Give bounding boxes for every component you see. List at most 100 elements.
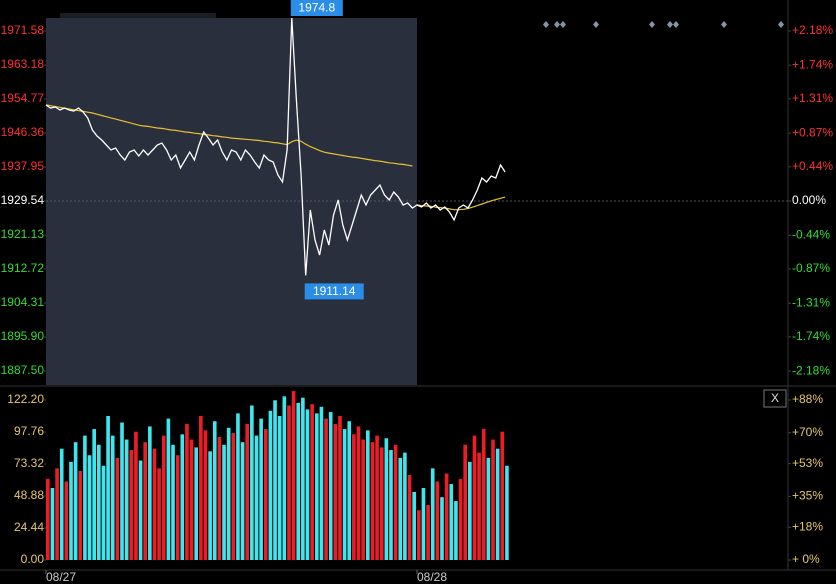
event-marker	[721, 21, 727, 28]
y-tick-label: 1946.36	[1, 125, 45, 139]
volume-bar	[217, 436, 222, 560]
annotation-box	[304, 283, 364, 300]
volume-bar	[301, 397, 305, 560]
volume-bar	[106, 415, 110, 560]
volume-bar	[361, 439, 365, 560]
volume-bar	[69, 461, 73, 560]
volume-bar	[430, 468, 435, 560]
y2-tick-label: -2.18%	[792, 363, 830, 377]
volume-bar	[212, 421, 217, 560]
volume-bar	[46, 478, 50, 560]
x-tick-label: 08/27	[46, 570, 76, 584]
event-marker	[554, 21, 560, 28]
volume-bar	[421, 487, 426, 560]
volume-bar	[333, 423, 338, 560]
y-tick-label: 1937.95	[1, 159, 45, 173]
volume-bar	[240, 442, 245, 560]
y-tick-label: 48.88	[14, 488, 44, 502]
volume-bar	[92, 429, 96, 560]
volume-bar	[263, 429, 268, 560]
volume-bar	[287, 405, 291, 560]
volume-bar	[250, 405, 254, 560]
volume-bar	[277, 415, 282, 560]
close-button-box[interactable]	[763, 389, 787, 408]
volume-bar	[347, 421, 352, 560]
volume-bar	[199, 415, 203, 560]
volume-bar	[454, 501, 458, 560]
annotation-box	[290, 0, 343, 16]
volume-bar	[389, 450, 393, 560]
volume-bar	[208, 451, 212, 560]
volume-bar	[78, 470, 83, 560]
y-tick-label: 97.76	[14, 424, 44, 438]
volume-bar	[412, 491, 416, 560]
y2-tick-label: +1.31%	[792, 91, 833, 105]
volume-bar	[393, 444, 398, 560]
header-strip	[60, 13, 216, 21]
volume-bar	[97, 444, 101, 560]
volume-bar	[138, 460, 143, 560]
volume-bar	[426, 505, 430, 560]
volume-bar	[458, 478, 463, 560]
volume-bar	[189, 439, 194, 560]
y2-tick-label: -1.74%	[792, 329, 830, 343]
y-tick-label: 1971.58	[1, 23, 45, 37]
volume-bar	[175, 455, 180, 560]
average-line	[45, 104, 413, 167]
volume-bar	[152, 448, 157, 560]
y-tick-label: 1895.90	[1, 329, 45, 343]
y-tick-label: 1921.13	[1, 227, 45, 241]
y2-tick-label: 0.00%	[792, 193, 826, 207]
volume-bar	[310, 404, 314, 560]
volume-bar	[143, 442, 148, 560]
volume-bar	[268, 410, 273, 560]
y2-tick-label: +53%	[792, 456, 823, 470]
volume-bar	[203, 430, 208, 560]
y-tick-label: 24.44	[14, 520, 44, 534]
y-tick-label: 1904.31	[1, 295, 45, 309]
volume-bar	[314, 413, 319, 560]
volume-bar	[50, 487, 55, 560]
event-marker	[667, 21, 673, 28]
volume-bar	[194, 447, 199, 560]
close-button-label[interactable]: X	[771, 391, 779, 405]
volume-bar	[134, 431, 138, 560]
volume-bar	[148, 426, 152, 560]
volume-bar	[324, 418, 328, 560]
event-marker	[778, 21, 784, 28]
volume-bar	[407, 474, 412, 560]
volume-bar	[477, 452, 481, 560]
volume-bar	[291, 391, 296, 560]
volume-bar	[101, 465, 106, 560]
volume-bar	[73, 442, 78, 560]
volume-bar	[273, 400, 277, 560]
y2-tick-label: +18%	[792, 519, 823, 533]
volume-bar	[481, 429, 486, 560]
y-tick-label: 1912.72	[1, 261, 45, 275]
event-marker	[673, 21, 679, 28]
volume-bar	[384, 438, 389, 560]
volume-bar	[398, 457, 403, 560]
event-marker	[543, 21, 549, 28]
price-line	[45, 17, 506, 276]
volume-bar	[444, 473, 449, 560]
y2-tick-label: +88%	[792, 392, 823, 406]
y2-tick-label: +35%	[792, 489, 823, 503]
volume-bar	[180, 434, 185, 560]
y2-tick-label: -1.31%	[792, 295, 830, 309]
volume-bar	[64, 481, 69, 560]
y-tick-label: 1929.54	[1, 193, 45, 207]
volume-bar	[161, 435, 166, 560]
y-tick-label: 122.20	[7, 392, 44, 406]
volume-bar	[87, 455, 92, 560]
close-button[interactable]: X	[763, 389, 787, 408]
volume-bar	[472, 435, 477, 560]
volume-bar	[55, 468, 59, 560]
volume-bar	[120, 422, 124, 560]
y2-tick-label: +1.74%	[792, 57, 833, 71]
volume-bar	[495, 448, 500, 560]
y2-tick-label: +0.87%	[792, 125, 833, 139]
y2-tick-label: -0.44%	[792, 228, 830, 242]
volume-bar	[254, 435, 259, 560]
volume-bar	[296, 402, 301, 560]
